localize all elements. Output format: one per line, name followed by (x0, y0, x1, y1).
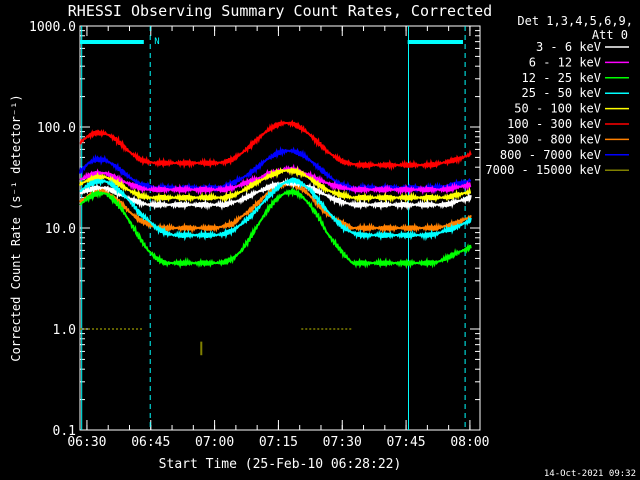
y-axis-label: Corrected Count Rate (s⁻¹ detector⁻¹) (9, 94, 23, 361)
x-tick-label: 07:30 (323, 435, 362, 450)
y-tick-label: 10.0 (45, 222, 76, 237)
x-tick-label: 06:45 (131, 435, 170, 450)
chart-title: RHESSI Observing Summary Count Rates, Co… (68, 2, 492, 20)
timestamp: 14-Oct-2021 09:32 (544, 469, 636, 479)
x-tick-label: 07:15 (259, 435, 298, 450)
series-line-2 (79, 187, 472, 270)
y-tick-label: 1000.0 (29, 20, 76, 35)
x-tick-label: 08:00 (450, 435, 489, 450)
series-line-5 (79, 119, 472, 172)
y-ticks: 0.1 1.0 10.0 100.0 1000.0 (29, 20, 480, 439)
series-lines (79, 119, 472, 356)
night-marker: N (154, 37, 159, 47)
legend-label: 50 - 100 keV (514, 102, 601, 116)
legend-label: 7000 - 15000 keV (485, 163, 601, 177)
series-line-4 (79, 166, 472, 204)
x-tick-label: 07:00 (195, 435, 234, 450)
legend-header-line2: Att 0 (592, 28, 628, 42)
y-tick-label: 0.1 (53, 424, 76, 439)
y-tick-label: 100.0 (37, 121, 76, 136)
x-tick-label: 06:30 (67, 435, 106, 450)
x-tick-label: 07:45 (387, 435, 426, 450)
legend-label: 300 - 800 keV (507, 132, 601, 146)
legend-label: 100 - 300 keV (507, 117, 601, 131)
legend-label: 25 - 50 keV (522, 86, 601, 100)
y-tick-label: 1.0 (53, 323, 76, 338)
legend-label: 6 - 12 keV (529, 55, 601, 69)
x-ticks: 06:30 06:45 07:00 07:15 07:30 07:45 08:00 (67, 26, 489, 450)
legend-label: 3 - 6 keV (536, 40, 601, 54)
legend-label: 12 - 25 keV (522, 71, 601, 85)
series-line-3 (79, 177, 472, 242)
x-axis-label: Start Time (25-Feb-10 06:28:22) (159, 457, 402, 472)
legend-header-line1: Det 1,3,4,5,6,9, (517, 14, 633, 28)
series-line-0 (79, 177, 472, 211)
legend-label: 800 - 7000 keV (500, 148, 601, 162)
